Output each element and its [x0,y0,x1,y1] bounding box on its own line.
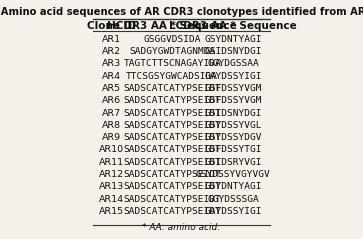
Text: GGYDSSSGA: GGYDSSSGA [207,195,259,204]
Text: GSIDSNYDGI: GSIDSNYDGI [205,109,262,118]
Text: SADGYGWDTAGNMDA: SADGYGWDTAGNMDA [129,47,215,56]
Text: AR2: AR2 [102,47,121,56]
Text: SADSCATCATYPSEIDT: SADSCATCATYPSEIDT [123,121,221,130]
Text: GSFDSSYVGM: GSFDSSYVGM [205,96,262,105]
Text: GSYDNTYAGI: GSYDNTYAGI [205,35,262,44]
Text: HCDR3 AA * Sequence: HCDR3 AA * Sequence [107,21,237,31]
Text: SADSCATCATYPSEIDT: SADSCATCATYPSEIDT [123,182,221,191]
Text: GSYDNTYAGI: GSYDNTYAGI [205,182,262,191]
Text: SADSCATCATYPSEIDT: SADSCATCATYPSEIDT [123,109,221,118]
Text: SADSCATCATYPSEIDT: SADSCATCATYPSEIDT [123,84,221,93]
Text: TTCSGSYGWCADSIDA: TTCSGSYGWCADSIDA [126,72,218,81]
Text: GSFDSSYTGI: GSFDSSYTGI [205,145,262,154]
Text: AR8: AR8 [102,121,121,130]
Text: SADSCATCATYPSEIDT: SADSCATCATYPSEIDT [123,195,221,204]
Text: AR10: AR10 [99,145,124,154]
Text: AR5: AR5 [102,84,121,93]
Text: SADSCATCATYPSEIDT: SADSCATCATYPSEIDT [123,207,221,216]
Text: GSIDSRYVGI: GSIDSRYVGI [205,158,262,167]
Text: AR1: AR1 [102,35,121,44]
Text: AR11: AR11 [99,158,124,167]
Text: GAYDSSYIGI: GAYDSSYIGI [205,207,262,216]
Text: AR4: AR4 [102,72,121,81]
Text: AR14: AR14 [99,195,124,204]
Text: GSGGVDSIDA: GSGGVDSIDA [143,35,201,44]
Text: AR9: AR9 [102,133,121,142]
Text: SADSCATCATYPSEIDT: SADSCATCATYPSEIDT [123,145,221,154]
Text: GSFDSSYVGM: GSFDSSYVGM [205,84,262,93]
Text: AR6: AR6 [102,96,121,105]
Text: * AA: amino acid.: * AA: amino acid. [142,223,221,232]
Text: LCDR3 AA * Sequence: LCDR3 AA * Sequence [170,21,297,31]
Text: AR13: AR13 [99,182,124,191]
Text: SADSCATCATYPSEIDT: SADSCATCATYPSEIDT [123,158,221,167]
Text: Table 2. Amino acid sequences of AR CDR3 clonotypes identified from AR library.: Table 2. Amino acid sequences of AR CDR3… [0,7,363,17]
Text: AR3: AR3 [102,60,121,68]
Text: TAGTCTTSCNAGAYIDA: TAGTCTTSCNAGAYIDA [123,60,221,68]
Text: SADSCATCATYPSEIDT: SADSCATCATYPSEIDT [123,170,221,179]
Text: GAYDSSYIGI: GAYDSSYIGI [205,72,262,81]
Text: SADSCATCATYPSEIDT: SADSCATCATYPSEIDT [123,133,221,142]
Text: GSYDSSYVGL: GSYDSSYVGL [205,121,262,130]
Text: AR12: AR12 [99,170,124,179]
Text: GSIDSNYDGI: GSIDSNYDGI [205,47,262,56]
Text: SADSCATCATYPSEIDT: SADSCATCATYPSEIDT [123,96,221,105]
Text: GSYDSSYDGV: GSYDSSYDGV [205,133,262,142]
Text: GGYDGSSAA: GGYDGSSAA [207,60,259,68]
Text: AR7: AR7 [102,109,121,118]
Text: GSYDSSYVGYVGV: GSYDSSYVGYVGV [196,170,271,179]
Text: Clone ID: Clone ID [87,21,136,31]
Text: AR15: AR15 [99,207,124,216]
